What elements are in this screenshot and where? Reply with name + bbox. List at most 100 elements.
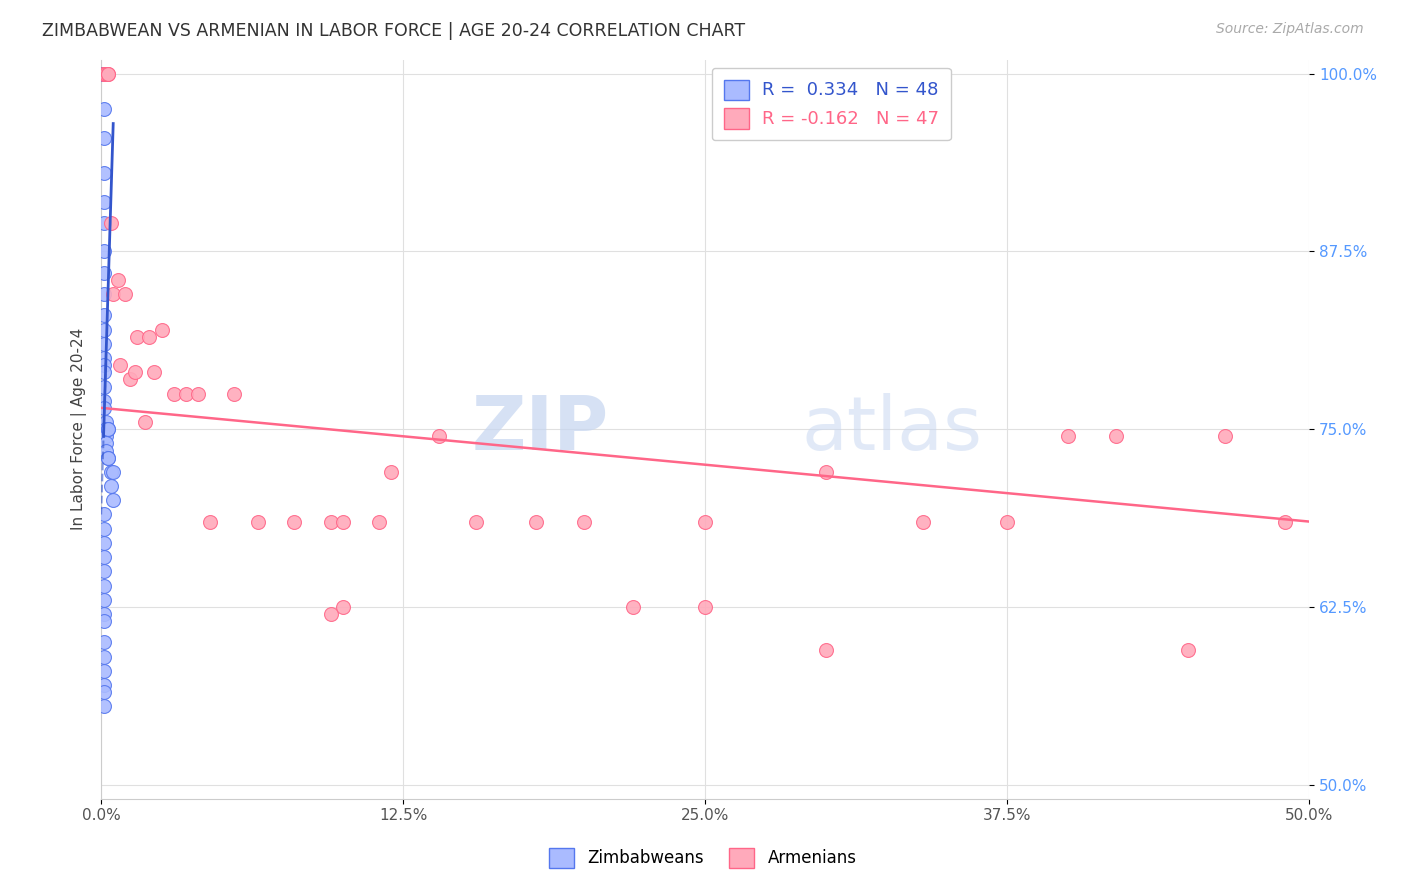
Point	[94, 436, 117, 450]
Point	[94, 67, 117, 81]
Point	[1105, 429, 1128, 443]
Point	[332, 599, 354, 614]
Point	[93, 699, 115, 714]
Point	[110, 358, 132, 372]
Point	[222, 386, 245, 401]
Point	[93, 592, 115, 607]
Point	[1056, 429, 1078, 443]
Point	[814, 642, 837, 657]
Point	[464, 515, 486, 529]
Point	[93, 67, 115, 81]
Point	[143, 365, 166, 379]
Point	[695, 515, 717, 529]
Point	[97, 67, 120, 81]
Point	[97, 422, 120, 436]
Point	[97, 422, 120, 436]
Point	[93, 635, 115, 649]
Point	[100, 216, 122, 230]
Point	[524, 515, 547, 529]
Point	[93, 678, 115, 692]
Point	[93, 578, 115, 592]
Point	[319, 607, 342, 621]
Point	[93, 358, 115, 372]
Point	[93, 607, 115, 621]
Point	[911, 515, 934, 529]
Y-axis label: In Labor Force | Age 20-24: In Labor Force | Age 20-24	[72, 328, 87, 531]
Point	[93, 614, 115, 628]
Point	[107, 273, 129, 287]
Point	[127, 330, 149, 344]
Point	[93, 287, 115, 301]
Point	[94, 429, 117, 443]
Point	[283, 515, 305, 529]
Point	[103, 287, 125, 301]
Point	[1274, 515, 1296, 529]
Point	[93, 351, 115, 365]
Point	[91, 67, 114, 81]
Point	[93, 379, 115, 393]
Point	[93, 67, 115, 81]
Point	[93, 244, 115, 259]
Point	[97, 67, 120, 81]
Point	[138, 330, 160, 344]
Point	[93, 323, 115, 337]
Point	[93, 664, 115, 678]
Point	[100, 479, 122, 493]
Legend: Zimbabweans, Armenians: Zimbabweans, Armenians	[543, 841, 863, 875]
Point	[134, 415, 156, 429]
Point	[93, 194, 115, 209]
Point	[93, 649, 115, 664]
Point	[124, 365, 146, 379]
Point	[187, 386, 209, 401]
Point	[94, 422, 117, 436]
Point	[114, 287, 136, 301]
Point	[93, 266, 115, 280]
Text: ZIP: ZIP	[471, 392, 609, 466]
Point	[93, 550, 115, 565]
Point	[93, 337, 115, 351]
Point	[93, 130, 115, 145]
Text: atlas: atlas	[801, 392, 983, 466]
Point	[429, 429, 451, 443]
Point	[93, 393, 115, 408]
Point	[94, 415, 117, 429]
Point	[93, 67, 115, 81]
Point	[93, 166, 115, 180]
Point	[91, 67, 114, 81]
Point	[93, 103, 115, 117]
Point	[93, 522, 115, 536]
Point	[695, 599, 717, 614]
Point	[621, 599, 644, 614]
Point	[93, 508, 115, 522]
Point	[162, 386, 184, 401]
Point	[93, 536, 115, 550]
Point	[380, 465, 402, 479]
Point	[103, 465, 125, 479]
Point	[97, 450, 120, 465]
Point	[198, 515, 221, 529]
Text: Source: ZipAtlas.com: Source: ZipAtlas.com	[1216, 22, 1364, 37]
Point	[120, 372, 142, 386]
Point	[91, 67, 114, 81]
Point	[174, 386, 197, 401]
Point	[1177, 642, 1199, 657]
Point	[93, 309, 115, 323]
Point	[93, 216, 115, 230]
Point	[93, 365, 115, 379]
Point	[1213, 429, 1236, 443]
Point	[368, 515, 391, 529]
Point	[94, 443, 117, 458]
Point	[103, 493, 125, 508]
Point	[814, 465, 837, 479]
Text: ZIMBABWEAN VS ARMENIAN IN LABOR FORCE | AGE 20-24 CORRELATION CHART: ZIMBABWEAN VS ARMENIAN IN LABOR FORCE | …	[42, 22, 745, 40]
Point	[93, 685, 115, 699]
Point	[574, 515, 596, 529]
Legend: R =  0.334   N = 48, R = -0.162   N = 47: R = 0.334 N = 48, R = -0.162 N = 47	[711, 68, 950, 140]
Point	[150, 323, 173, 337]
Point	[97, 450, 120, 465]
Point	[319, 515, 342, 529]
Point	[332, 515, 354, 529]
Point	[100, 465, 122, 479]
Point	[995, 515, 1018, 529]
Point	[93, 401, 115, 415]
